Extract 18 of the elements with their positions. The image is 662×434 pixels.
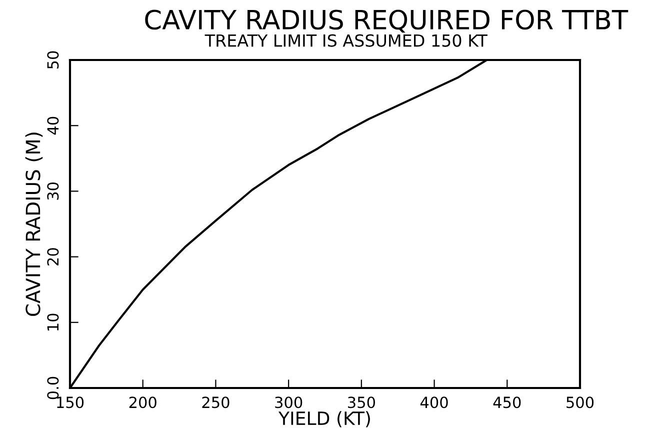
x-tick-label: 150	[57, 396, 84, 408]
x-tick-label: 400	[420, 396, 448, 408]
chart-subtitle: TREATY LIMIT IS ASSUMED 150 KT	[204, 34, 488, 47]
chart-title: CAVITY RADIUS REQUIRED FOR TTBT	[145, 10, 628, 33]
y-tick-label: 0.0	[47, 376, 59, 400]
y-tick-label: 20	[47, 248, 59, 266]
x-tick-label: 350	[348, 396, 375, 408]
y-tick-label: 50	[47, 51, 59, 69]
y-tick-label: 30	[47, 182, 59, 200]
x-tick-label: 250	[202, 396, 230, 408]
x-tick-label: 450	[493, 396, 521, 408]
x-tick-label: 200	[129, 396, 156, 408]
y-axis-title: CAVITY RADIUS (M)	[25, 132, 43, 316]
x-axis-title: YIELD (KT)	[278, 411, 370, 428]
x-tick-label: 300	[275, 396, 302, 408]
y-tick-label: 40	[47, 116, 59, 135]
x-tick-label: 500	[566, 396, 594, 408]
y-tick-label: 10	[47, 314, 59, 330]
